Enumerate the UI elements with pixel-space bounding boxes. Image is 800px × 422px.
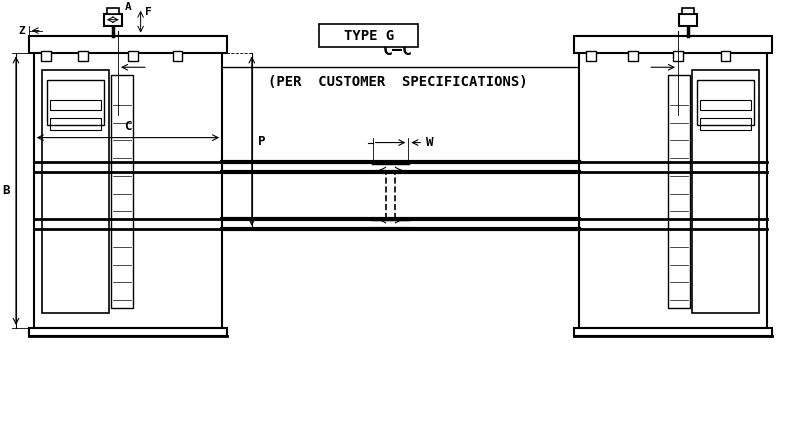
Text: B: B [2, 184, 10, 197]
Bar [41, 51, 50, 61]
Text: P: P [258, 135, 266, 148]
Bar [700, 100, 751, 110]
Bar [128, 51, 138, 61]
Bar [104, 14, 122, 26]
Bar [50, 118, 101, 130]
Bar [692, 70, 759, 313]
Bar [111, 75, 133, 308]
Text: TYPE G: TYPE G [344, 29, 394, 43]
Bar [46, 80, 104, 125]
Bar [682, 8, 694, 14]
Text: C–C: C–C [383, 41, 413, 60]
Bar [700, 118, 751, 130]
Bar [586, 51, 596, 61]
Bar [668, 75, 690, 308]
Bar [107, 8, 119, 14]
Bar [574, 328, 772, 336]
Bar [574, 35, 772, 54]
Bar [721, 51, 730, 61]
Bar [628, 51, 638, 61]
Bar [579, 35, 767, 328]
Text: W: W [426, 136, 434, 149]
Bar [29, 35, 227, 54]
Bar [50, 100, 101, 110]
Text: Z: Z [18, 26, 25, 35]
Bar [78, 51, 88, 61]
Bar [673, 51, 683, 61]
Bar [697, 80, 754, 125]
Bar [679, 14, 697, 26]
Bar [42, 70, 109, 313]
Text: C: C [124, 120, 132, 133]
Text: (PER  CUSTOMER  SPECIFICATIONS): (PER CUSTOMER SPECIFICATIONS) [268, 75, 528, 89]
Bar [29, 328, 227, 336]
Bar [319, 24, 418, 47]
Text: A: A [125, 2, 131, 12]
Bar [34, 35, 222, 328]
Bar [173, 51, 182, 61]
Text: F: F [145, 7, 151, 17]
